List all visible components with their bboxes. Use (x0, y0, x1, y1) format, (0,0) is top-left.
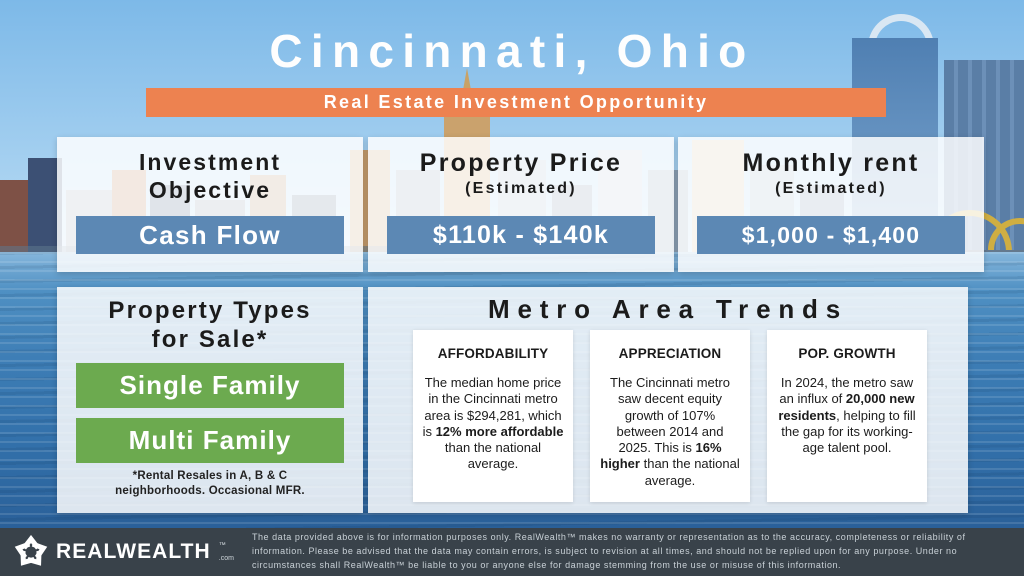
single-family-pill: Single Family (76, 363, 344, 408)
property-types-heading-line1: Property Types (108, 297, 312, 324)
monthly-rent-value: $1,000 - $1,400 (741, 221, 921, 248)
trademark-symbol: ™ (218, 542, 226, 549)
pinwheel-icon (14, 535, 48, 566)
affordability-tile: AFFORDABILITY The median home price in t… (413, 330, 573, 502)
investment-objective-card: Investment Objective Cash Flow (57, 137, 363, 272)
cash-flow-value-pill: Cash Flow (76, 216, 344, 254)
property-types-card: Property Types for Sale* Single Family M… (57, 287, 363, 513)
appreciation-text-bold: 16% higher (600, 440, 722, 472)
multi-family-label: Multi Family (128, 425, 292, 455)
property-price-heading: Property Price (419, 149, 623, 177)
investment-objective-heading-line2: Objective (148, 177, 272, 204)
appreciation-text: The Cincinnati metro saw decent equity g… (599, 375, 741, 489)
appreciation-tile: APPRECIATION The Cincinnati metro saw de… (590, 330, 750, 502)
subtitle-banner: Real Estate Investment Opportunity (146, 88, 886, 117)
multi-family-pill: Multi Family (76, 418, 344, 463)
property-types-heading-line2: for Sale* (151, 326, 269, 354)
monthly-rent-heading: Monthly rent (742, 149, 920, 177)
property-types-footnote: *Rental Resales in A, B & C neighborhood… (69, 469, 351, 500)
pop-growth-tile: POP. GROWTH In 2024, the metro saw an in… (767, 330, 927, 502)
appreciation-title: APPRECIATION (618, 346, 722, 361)
cash-flow-value: Cash Flow (139, 219, 281, 250)
metro-trends-heading: Metro Area Trends (488, 294, 848, 324)
single-family-label: Single Family (119, 370, 301, 400)
pop-growth-text-before: In 2024, the metro saw an influx of (779, 375, 914, 407)
monthly-rent-subheading: (Estimated) (775, 180, 887, 197)
bridge-arch (988, 218, 1024, 262)
affordability-title: AFFORDABILITY (437, 346, 549, 361)
logo-suffix: ™ .com (219, 542, 234, 562)
affordability-text-bold: 12% more affordable (435, 423, 564, 439)
monthly-rent-card: Monthly rent (Estimated) $1,000 - $1,400 (678, 137, 984, 272)
appreciation-text-after: than the national average. (639, 456, 740, 488)
pop-growth-title: POP. GROWTH (798, 346, 896, 361)
affordability-text: The median home price in the Cincinnati … (422, 375, 564, 473)
logo-dotcom: .com (218, 555, 234, 562)
metro-trends-card: Metro Area Trends AFFORDABILITY The medi… (368, 287, 968, 513)
property-price-subheading: (Estimated) (465, 180, 577, 197)
property-price-value-pill: $110k - $140k (387, 216, 655, 254)
page-title: Cincinnati, Ohio (269, 25, 755, 77)
disclaimer-text: The data provided above is for informati… (251, 532, 966, 570)
footer-bar: REALWEALTH ™ .com The data provided abov… (0, 528, 1024, 576)
affordability-text-after: than the national average. (444, 440, 542, 472)
monthly-rent-value-pill: $1,000 - $1,400 (697, 216, 965, 254)
realwealth-wordmark: REALWEALTH (56, 540, 211, 563)
footnote-line1: *Rental Resales in A, B & C (132, 469, 288, 482)
realwealth-logo: REALWEALTH ™ .com (14, 535, 234, 569)
property-price-value: $110k - $140k (432, 220, 610, 249)
appreciation-text-before: The Cincinnati metro saw decent equity g… (610, 375, 730, 455)
footnote-line2: neighborhoods. Occasional MFR. (115, 485, 305, 498)
affordability-text-before: The median home price in the Cincinnati … (422, 375, 562, 439)
subtitle-banner-label: Real Estate Investment Opportunity (323, 92, 709, 112)
pop-growth-text-bold: 20,000 new residents (778, 391, 915, 423)
pop-growth-text-after: , helping to fill the gap for its workin… (781, 407, 916, 456)
pop-growth-text: In 2024, the metro saw an influx of 20,0… (776, 375, 918, 456)
property-price-card: Property Price (Estimated) $110k - $140k (368, 137, 674, 272)
investment-objective-heading-line1: Investment (138, 149, 282, 175)
